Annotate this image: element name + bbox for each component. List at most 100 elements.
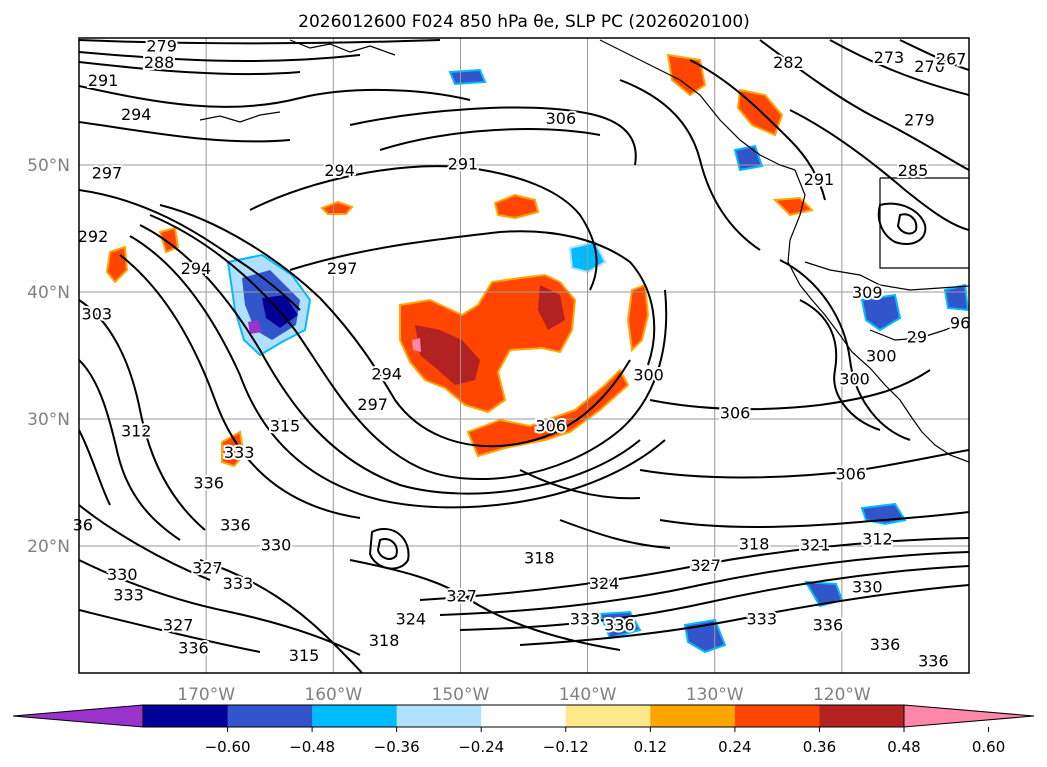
contour-label: 312	[121, 421, 152, 440]
contour-line	[79, 359, 181, 541]
x-tick-label: 120°W	[813, 685, 871, 705]
x-tick-label: 140°W	[559, 685, 617, 705]
contour-label: 291	[88, 71, 119, 90]
colorbar-tick-label: 0.48	[887, 738, 920, 756]
contour-label: 273	[874, 48, 905, 67]
contour-label: 330	[107, 565, 138, 584]
contour-line	[899, 39, 969, 71]
contour-line	[649, 369, 931, 411]
colorbar-tick-label: 0.36	[803, 738, 836, 756]
coastline	[869, 319, 969, 341]
contour-label: 333	[746, 609, 777, 628]
contour-line	[79, 51, 361, 62]
contour-line	[659, 511, 969, 528]
contour-line	[789, 109, 969, 231]
chart-title: 2026012600 F024 850 hPa θe, SLP PC (2026…	[298, 12, 750, 32]
contour-line	[149, 214, 668, 481]
contour-label: 315	[270, 416, 301, 435]
contour-label: 306	[546, 109, 577, 128]
contour-label: 336	[813, 616, 844, 635]
colorbar-bin	[227, 705, 313, 727]
x-axis: 170°W 160°W 150°W 140°W 130°W 120°W	[177, 685, 871, 705]
contour-label: 333	[223, 574, 254, 593]
contour-label: 312	[862, 529, 893, 548]
colorbar: −0.60 −0.48 −0.36 −0.24 −0.12 0.12 0.24 0.36 0.4…	[12, 704, 1035, 756]
contour-label: 294	[324, 161, 355, 180]
contour-label: 297	[327, 259, 358, 278]
contour-label: 29	[907, 327, 927, 346]
contour-line	[129, 235, 666, 509]
contour-line	[79, 61, 301, 76]
map-background	[79, 38, 969, 673]
contour-label: 267	[936, 49, 967, 68]
contour-label: 324	[396, 609, 427, 628]
contour-label: 306	[720, 404, 751, 423]
positive-anomaly-small	[493, 193, 540, 220]
contour-line	[759, 39, 969, 171]
contour-line	[249, 165, 598, 291]
negative-anomaly-peak	[248, 320, 262, 334]
contour-label: 336	[870, 635, 901, 654]
contour-label: 294	[371, 364, 402, 383]
contour-layer	[79, 39, 969, 673]
contour-line	[199, 559, 363, 673]
y-tick-label: 40°N	[27, 283, 70, 303]
contour-line	[289, 230, 656, 366]
colorbar-extend-high	[903, 704, 1035, 728]
contour-line	[829, 39, 969, 96]
contour-line	[79, 609, 261, 653]
contour-label: 321	[800, 536, 831, 555]
colorbar-frame	[142, 704, 905, 728]
y-axis: 50°N 40°N 30°N 20°N	[27, 156, 70, 557]
positive-anomaly-inner	[538, 285, 565, 330]
contour-label: 318	[524, 548, 555, 567]
contour-label: 333	[570, 609, 601, 628]
map-frame	[78, 37, 970, 674]
colorbar-tick-label: −0.12	[543, 738, 589, 756]
contour-label: 333	[113, 585, 144, 604]
contour-label: 318	[739, 534, 770, 553]
contour-line	[79, 121, 291, 143]
contour-line	[349, 559, 621, 651]
coastline	[599, 39, 796, 171]
contour-line	[439, 551, 969, 616]
contour-line	[559, 519, 671, 549]
colorbar-tick-label: −0.36	[374, 738, 420, 756]
contour-label: 300	[839, 369, 870, 388]
contour-label: 336	[220, 515, 251, 534]
contour-label: 336	[918, 651, 949, 670]
y-tick-label: 30°N	[27, 410, 70, 430]
contour-label: 300	[633, 366, 664, 385]
colorbar-bin	[650, 705, 736, 727]
contour-line	[368, 527, 410, 570]
contour-label: 294	[121, 105, 152, 124]
negative-anomaly-region	[448, 68, 487, 86]
contour-label: 291	[804, 170, 835, 189]
contour-label: 270	[914, 57, 945, 76]
contour-line	[619, 79, 761, 251]
contour-line	[79, 559, 361, 656]
contour-label: 327	[446, 587, 477, 606]
contour-label: 292	[78, 227, 109, 246]
contour-line	[139, 224, 641, 495]
contour-label: 279	[904, 110, 935, 129]
contour-line	[519, 584, 969, 646]
contour-label: 330	[261, 536, 292, 555]
coastline	[787, 169, 969, 463]
contour-label: 327	[691, 556, 722, 575]
contour-label: 306	[535, 416, 566, 435]
contour-line	[419, 537, 969, 601]
contour-label: 336	[193, 474, 224, 493]
contour-line	[79, 85, 471, 108]
contour-label: 285	[898, 161, 929, 180]
positive-anomaly-core	[399, 273, 577, 414]
contour-label: 291	[448, 155, 479, 174]
y-tick-label: 50°N	[27, 156, 70, 176]
colorbar-bin	[819, 705, 905, 727]
x-tick-label: 160°W	[304, 685, 362, 705]
contour-line	[79, 504, 211, 581]
contour-line	[119, 254, 361, 519]
contour-line	[79, 39, 441, 45]
contour-line	[79, 429, 111, 506]
contour-label: 297	[357, 395, 388, 414]
